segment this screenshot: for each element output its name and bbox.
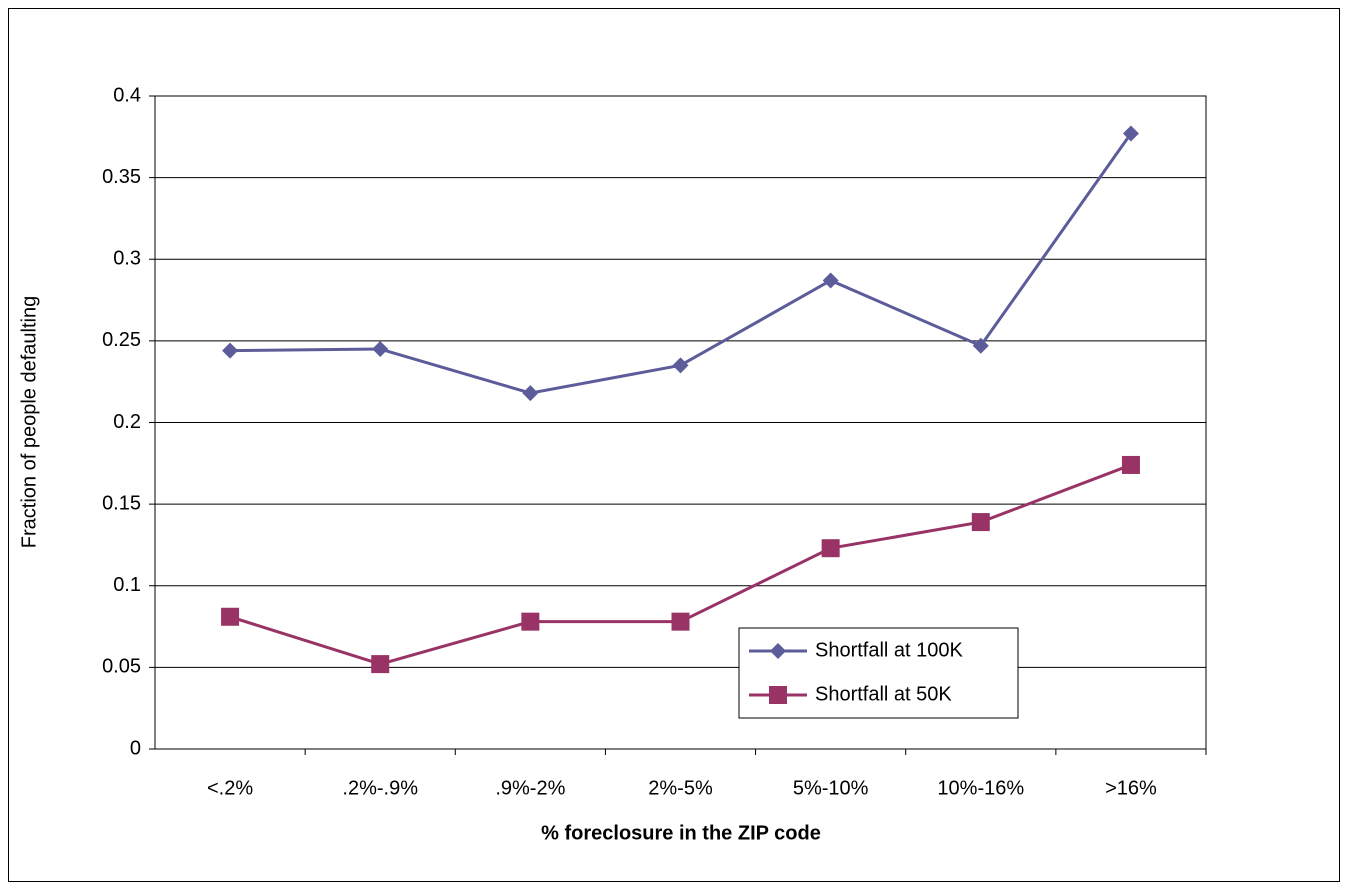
legend-label: Shortfall at 50K — [815, 683, 952, 705]
marker — [521, 612, 540, 631]
plot-frame — [154, 95, 1207, 750]
marker — [221, 607, 240, 626]
y-tick-label: 0.25 — [102, 329, 141, 351]
x-axis-title: % foreclosure in the ZIP code — [541, 822, 821, 844]
x-tick-label: .2%-.9% — [342, 777, 418, 799]
marker — [1121, 455, 1140, 474]
y-tick-label: 0.15 — [102, 492, 141, 514]
y-tick-label: 0.05 — [102, 656, 141, 678]
x-tick-label: <.2% — [207, 777, 253, 799]
marker — [672, 357, 689, 374]
y-tick-label: 0.2 — [113, 411, 141, 433]
legend-label: Shortfall at 100K — [815, 639, 964, 661]
marker — [371, 655, 390, 674]
marker — [821, 539, 840, 558]
marker — [822, 272, 839, 289]
x-tick-label: 10%-16% — [937, 777, 1024, 799]
marker — [222, 342, 239, 359]
y-tick-label: 0.4 — [113, 84, 141, 106]
marker — [769, 686, 787, 704]
y-tick-label: 0.3 — [113, 248, 141, 270]
chart-frame — [8, 8, 1340, 882]
marker — [522, 385, 539, 402]
y-tick-label: 0 — [130, 737, 141, 759]
y-axis-title: Fraction of people defaulting — [18, 296, 40, 548]
x-tick-label: 2%-5% — [648, 777, 713, 799]
marker — [1122, 125, 1139, 142]
marker — [770, 643, 786, 659]
y-tick-label: 0.1 — [113, 574, 141, 596]
y-tick-label: 0.35 — [102, 166, 141, 188]
marker — [372, 341, 389, 358]
legend: Shortfall at 100K Shortfall at 50K — [738, 627, 1019, 719]
marker — [971, 513, 990, 532]
marker — [671, 612, 690, 631]
x-tick-label: >16% — [1105, 777, 1157, 799]
x-tick-label: .9%-2% — [495, 777, 565, 799]
x-tick-label: 5%-10% — [793, 777, 869, 799]
marker — [972, 337, 989, 354]
